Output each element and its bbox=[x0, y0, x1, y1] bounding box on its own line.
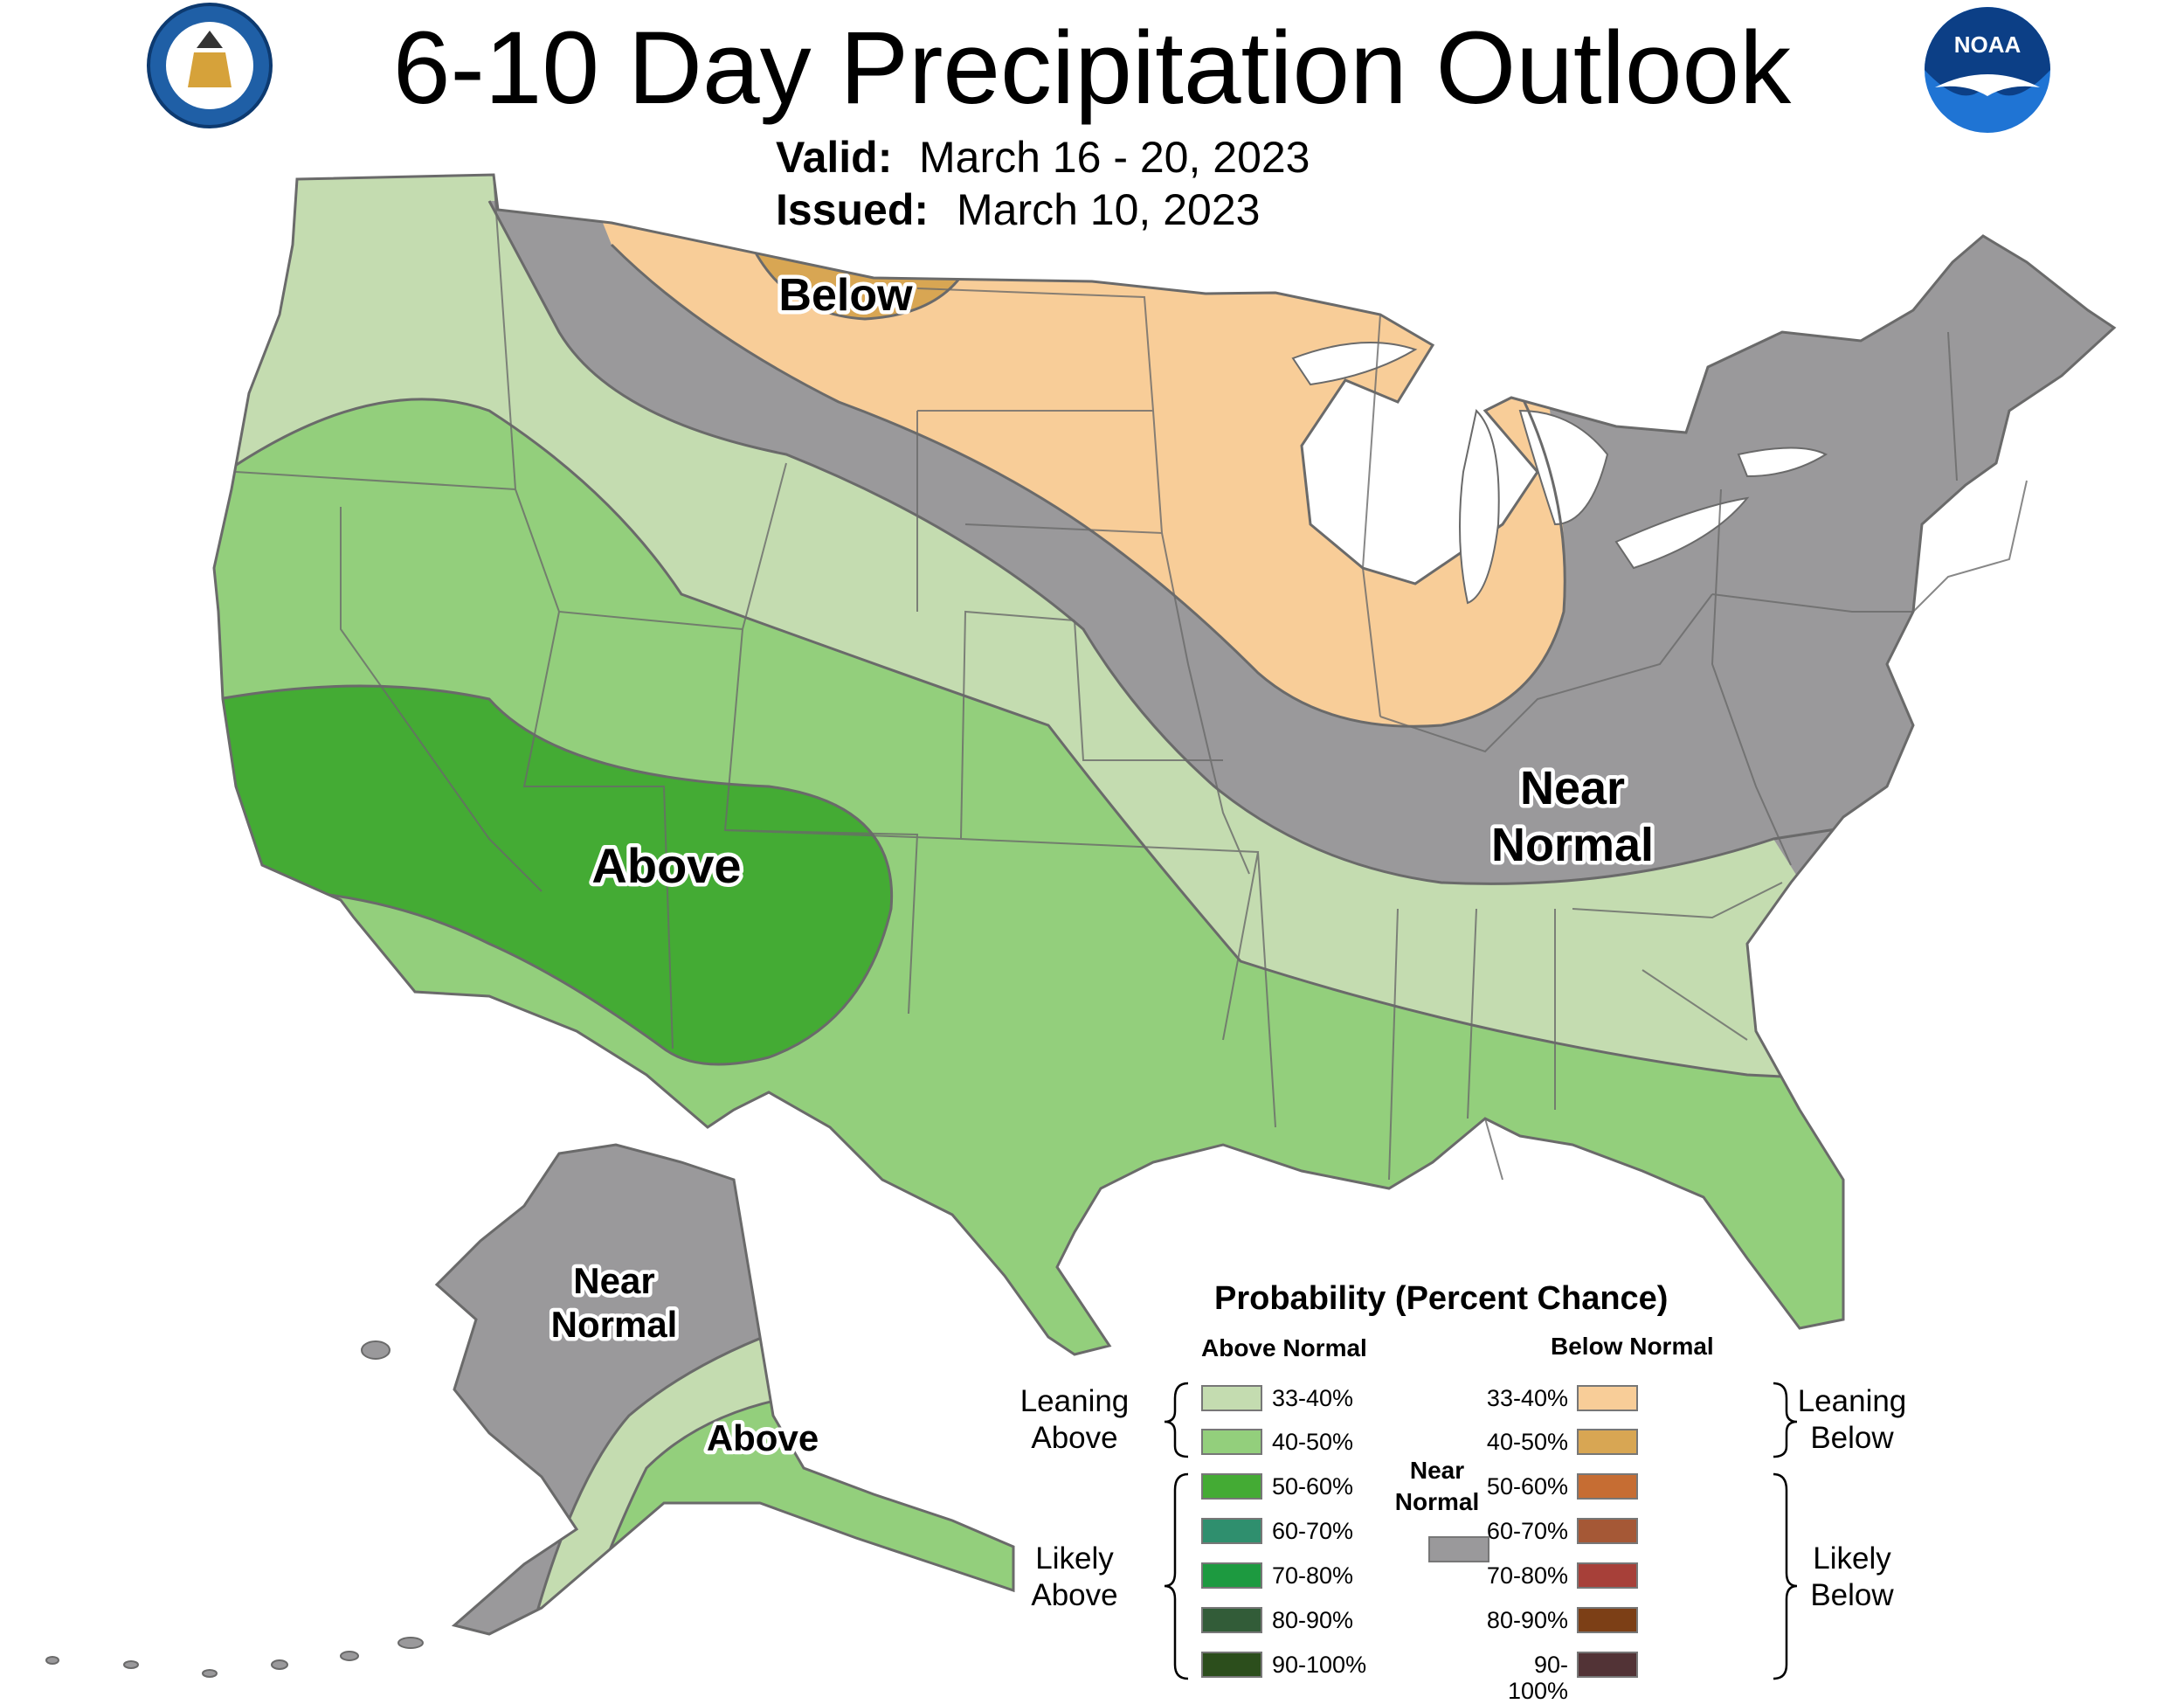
leaning-below-line1: Leaning bbox=[1797, 1384, 1907, 1418]
label-below-70-80: 70-80% bbox=[1486, 1562, 1568, 1589]
swatch-below-60-70 bbox=[1577, 1518, 1638, 1544]
label-above-60-70: 60-70% bbox=[1272, 1518, 1354, 1544]
legend: Probability (Percent Chance) Above Norma… bbox=[1005, 1271, 1966, 1704]
swatch-below-40-50 bbox=[1577, 1429, 1638, 1455]
leaning-above-line2: Above bbox=[1031, 1421, 1118, 1455]
label-above-80-90: 80-90% bbox=[1272, 1607, 1354, 1633]
swatch-below-33-40 bbox=[1577, 1385, 1638, 1411]
swatch-below-80-90 bbox=[1577, 1607, 1638, 1633]
noaa-logo-icon: NOAA bbox=[1925, 7, 2050, 133]
alaska-outline bbox=[434, 1143, 1015, 1636]
label-above: Above bbox=[591, 838, 741, 893]
legend-likely-above: Likely Above bbox=[1013, 1541, 1136, 1614]
legend-likely-below: Likely Below bbox=[1782, 1541, 1922, 1614]
swatch-above-70-80 bbox=[1201, 1562, 1262, 1589]
swatch-near-normal bbox=[1428, 1536, 1489, 1562]
svg-text:NOAA: NOAA bbox=[1954, 31, 2022, 58]
swatch-above-80-90 bbox=[1201, 1607, 1262, 1633]
likely-below-line1: Likely bbox=[1813, 1541, 1891, 1576]
legend-near-normal-label: Near Normal bbox=[1393, 1455, 1481, 1518]
label-below-60-70: 60-70% bbox=[1486, 1518, 1568, 1544]
legend-near-line2: Normal bbox=[1394, 1488, 1480, 1515]
probability-contours bbox=[214, 200, 1923, 1085]
label-below-33-40: 33-40% bbox=[1486, 1385, 1568, 1411]
state-borders bbox=[235, 174, 2028, 1181]
label-above-33-40: 33-40% bbox=[1272, 1385, 1354, 1411]
page-title: 6-10 Day Precipitation Outlook bbox=[392, 10, 1792, 126]
brace-likely-above bbox=[1164, 1472, 1189, 1680]
issued-label: Issued: bbox=[776, 185, 930, 234]
label-below: Below bbox=[778, 270, 913, 321]
legend-below-header: Below Normal bbox=[1551, 1333, 1714, 1360]
label-near-normal-line2: Normal bbox=[1491, 819, 1654, 871]
swatch-below-50-60 bbox=[1577, 1473, 1638, 1500]
swatch-below-90-100 bbox=[1577, 1652, 1638, 1678]
leaning-below-line2: Below bbox=[1810, 1421, 1894, 1455]
swatch-above-50-60 bbox=[1201, 1473, 1262, 1500]
swatch-above-33-40 bbox=[1201, 1385, 1262, 1411]
legend-above-header: Above Normal bbox=[1201, 1334, 1367, 1361]
label-above-90-100: 90-100% bbox=[1272, 1652, 1367, 1678]
legend-near-line1: Near bbox=[1409, 1457, 1465, 1484]
label-alaska-above: Above bbox=[707, 1417, 819, 1458]
brace-likely-below bbox=[1773, 1472, 1798, 1680]
label-alaska-near-line1: Near bbox=[573, 1260, 654, 1301]
legend-title: Probability (Percent Chance) bbox=[1214, 1280, 1669, 1317]
brace-leaning-above bbox=[1164, 1382, 1189, 1458]
valid-value: March 16 - 20, 2023 bbox=[919, 133, 1310, 182]
label-near-normal-line1: Near bbox=[1520, 762, 1625, 814]
valid-label: Valid: bbox=[776, 133, 893, 182]
label-below-50-60: 50-60% bbox=[1486, 1473, 1568, 1500]
swatch-above-60-70 bbox=[1201, 1518, 1262, 1544]
conus-outline bbox=[212, 173, 2117, 1356]
label-above-50-60: 50-60% bbox=[1272, 1473, 1354, 1500]
issued-value: March 10, 2023 bbox=[957, 185, 1261, 234]
label-alaska-near-line2: Normal bbox=[551, 1304, 678, 1345]
aleutian-islands bbox=[45, 1340, 424, 1678]
leaning-above-line1: Leaning bbox=[1019, 1384, 1130, 1418]
brace-leaning-below bbox=[1773, 1382, 1798, 1458]
swatch-below-70-80 bbox=[1577, 1562, 1638, 1589]
likely-below-line2: Below bbox=[1810, 1578, 1894, 1612]
department-of-commerce-seal-icon bbox=[147, 3, 273, 128]
swatch-above-90-100 bbox=[1201, 1652, 1262, 1678]
label-below-40-50: 40-50% bbox=[1486, 1429, 1568, 1455]
legend-leaning-above: Leaning Above bbox=[1013, 1383, 1136, 1457]
label-above-40-50: 40-50% bbox=[1272, 1429, 1354, 1455]
label-above-70-80: 70-80% bbox=[1272, 1562, 1354, 1589]
legend-braces bbox=[1164, 1382, 1798, 1680]
likely-above-line1: Likely bbox=[1035, 1541, 1114, 1576]
legend-leaning-below: Leaning Below bbox=[1782, 1383, 1922, 1457]
label-below-80-90: 80-90% bbox=[1486, 1607, 1568, 1633]
great-lakes bbox=[1291, 342, 1828, 605]
likely-above-line2: Above bbox=[1031, 1578, 1118, 1612]
swatch-above-40-50 bbox=[1201, 1429, 1262, 1455]
